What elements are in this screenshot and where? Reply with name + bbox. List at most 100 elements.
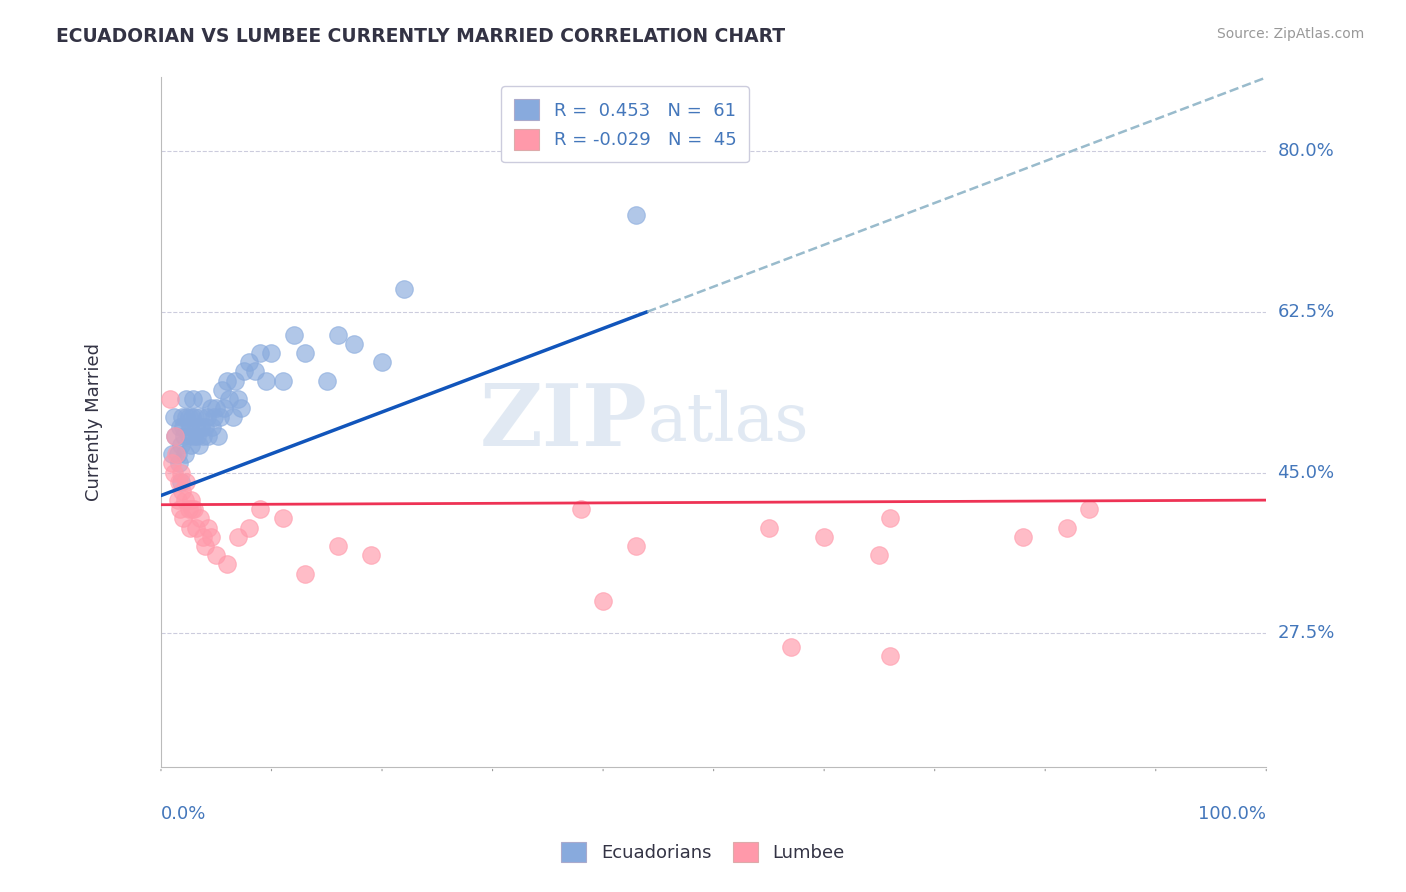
Text: 80.0%: 80.0% (1278, 142, 1334, 160)
Point (174, 447, 197, 461)
Point (228, 530, 250, 544)
Point (177, 410, 200, 425)
Point (159, 392, 181, 406)
Point (879, 511, 901, 525)
Point (172, 419, 194, 434)
Point (188, 410, 211, 425)
Text: atlas: atlas (647, 390, 808, 455)
Point (224, 374, 246, 388)
Point (813, 530, 835, 544)
Point (254, 374, 277, 388)
Point (191, 530, 214, 544)
Point (228, 392, 250, 406)
Point (217, 374, 239, 388)
Legend: Ecuadorians, Lumbee: Ecuadorians, Lumbee (554, 834, 852, 870)
Point (184, 410, 207, 425)
Point (172, 511, 194, 525)
Point (569, 502, 592, 516)
Point (191, 392, 214, 406)
Point (179, 521, 201, 535)
Point (166, 493, 188, 508)
Point (1078, 502, 1101, 516)
Point (249, 502, 271, 516)
Point (626, 208, 648, 222)
Point (177, 429, 200, 443)
Point (211, 383, 233, 397)
Text: 45.0%: 45.0% (1278, 464, 1334, 482)
Point (170, 410, 193, 425)
Point (176, 475, 198, 489)
Point (180, 493, 202, 508)
Point (183, 502, 205, 516)
Point (170, 438, 193, 452)
Point (758, 521, 780, 535)
Point (249, 346, 271, 360)
Point (222, 410, 245, 425)
Text: Source: ZipAtlas.com: Source: ZipAtlas.com (1216, 27, 1364, 41)
Point (197, 410, 219, 425)
Point (181, 392, 204, 406)
Point (283, 327, 305, 342)
Text: 62.5%: 62.5% (1278, 302, 1334, 321)
Point (315, 374, 337, 388)
Point (1056, 521, 1078, 535)
Point (190, 419, 212, 434)
Point (294, 566, 316, 581)
Point (200, 401, 222, 416)
Point (165, 429, 187, 443)
Point (180, 410, 202, 425)
Point (176, 410, 198, 425)
Text: ECUADORIAN VS LUMBEE CURRENTLY MARRIED CORRELATION CHART: ECUADORIAN VS LUMBEE CURRENTLY MARRIED C… (56, 27, 786, 45)
Point (626, 539, 648, 553)
Point (218, 392, 240, 406)
Point (187, 438, 209, 452)
Point (176, 392, 198, 406)
Point (183, 429, 205, 443)
Point (879, 649, 901, 664)
Point (194, 539, 217, 553)
Point (177, 502, 200, 516)
Point (592, 594, 614, 608)
Point (165, 447, 187, 461)
Point (201, 419, 224, 434)
Point (160, 456, 183, 470)
Point (165, 429, 187, 443)
Point (271, 511, 294, 525)
Text: 100.0%: 100.0% (1198, 805, 1267, 823)
Point (260, 346, 283, 360)
Point (217, 558, 239, 572)
Point (170, 475, 193, 489)
Point (371, 355, 394, 369)
Point (326, 539, 349, 553)
Point (194, 419, 217, 434)
Text: 0.0%: 0.0% (160, 805, 207, 823)
Point (360, 548, 382, 562)
Point (205, 401, 228, 416)
Text: ZIP: ZIP (479, 380, 647, 464)
Point (169, 419, 191, 434)
Point (170, 466, 193, 480)
Point (238, 355, 260, 369)
Point (186, 521, 208, 535)
Point (207, 429, 229, 443)
Point (294, 346, 316, 360)
Point (163, 466, 186, 480)
Point (343, 337, 366, 351)
Point (243, 364, 266, 378)
Text: Currently Married: Currently Married (86, 343, 103, 501)
Point (166, 447, 188, 461)
Point (169, 502, 191, 516)
Point (170, 483, 193, 498)
Point (167, 456, 190, 470)
Point (208, 410, 231, 425)
Point (392, 282, 415, 296)
Point (232, 364, 254, 378)
Point (167, 475, 190, 489)
Point (197, 521, 219, 535)
Point (271, 374, 294, 388)
Point (238, 521, 260, 535)
Point (179, 419, 201, 434)
Point (160, 447, 183, 461)
Point (173, 429, 195, 443)
Point (191, 429, 214, 443)
